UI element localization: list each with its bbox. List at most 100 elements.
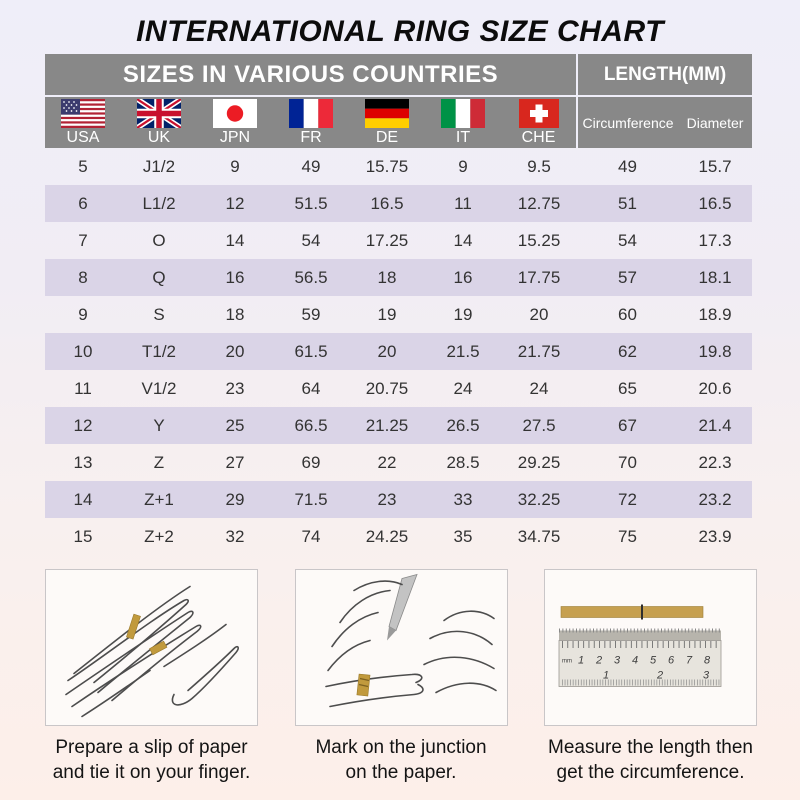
table-cell: 32: [225, 526, 245, 546]
ruler-inch-2: 2: [656, 670, 663, 682]
table-row: 6 L1/2 12 51.5 16.5 11 12.75 51 16.5: [45, 185, 753, 222]
column-header-it: IT: [425, 96, 501, 148]
table-cell: 8: [78, 267, 88, 287]
table-cell: S: [153, 304, 165, 324]
table-cell: Z+1: [144, 489, 174, 509]
table-row: 10 T1/2 20 61.5 20 21.5 21.75 62 19.8: [45, 333, 753, 370]
country-label-jpn: JPN: [219, 128, 251, 146]
table-cell: 13: [73, 452, 93, 472]
table-cell: 61.5: [294, 341, 328, 361]
table-cell: 66.5: [294, 415, 328, 435]
country-label-usa: USA: [66, 128, 100, 146]
size-chart-table: SIZES IN VARIOUS COUNTRIES LENGTH(MM): [45, 54, 753, 555]
table-cell: 18: [225, 304, 245, 324]
table-cell: Z+2: [144, 526, 174, 546]
table-cell: 62: [618, 341, 637, 361]
caption-3-line-2: get the circumference.: [556, 762, 745, 784]
instruction-caption-2: Mark on the junction on the paper.: [295, 735, 508, 785]
table-cell: 15.75: [365, 156, 409, 176]
table-cell: 17.25: [365, 230, 409, 250]
table-cell: 11: [74, 378, 92, 398]
table-cell: 54: [618, 230, 637, 250]
ruler-inch-1: 1: [603, 670, 609, 682]
caption-2-line-2: on the paper.: [345, 762, 457, 784]
paper-strip: [560, 606, 704, 618]
table-cell: 24: [453, 378, 473, 398]
table-cell: 29: [225, 489, 245, 509]
country-label-fr: FR: [300, 128, 322, 146]
table-cell: 18.1: [698, 267, 732, 287]
table-cell: 54: [301, 230, 321, 250]
table-cell: 18: [377, 267, 397, 287]
instruction-caption-3: Measure the length then get the circumfe…: [544, 735, 757, 785]
marking-pen-on-finger-illustration: [294, 569, 508, 726]
country-label-uk: UK: [147, 128, 171, 146]
ruler-cm-7: 7: [686, 655, 693, 667]
length-group-header: LENGTH(MM): [576, 54, 753, 97]
table-cell: 15: [73, 526, 93, 546]
table-group-header-row: SIZES IN VARIOUS COUNTRIES LENGTH(MM): [45, 54, 753, 97]
uk-flag-icon: [137, 98, 181, 128]
table-cell: 19: [377, 304, 397, 324]
column-header-che: CHE: [501, 96, 578, 148]
table-cell: 33: [453, 489, 473, 509]
table-cell: 15.7: [698, 156, 732, 176]
column-header-usa: USA: [45, 96, 121, 148]
instruction-caption-1: Prepare a slip of paper and tie it on yo…: [45, 735, 258, 785]
table-cell: 49: [618, 156, 637, 176]
table-cell: 12: [73, 415, 93, 435]
table-cell: V1/2: [141, 378, 177, 398]
table-row: 14 Z+1 29 71.5 23 33 32.25 72 23.2: [45, 481, 753, 518]
table-cell: 6: [78, 193, 88, 213]
table-column-header-row: USA UK: [45, 96, 753, 148]
table-cell: 17.3: [698, 230, 732, 250]
table-cell: 9.5: [527, 156, 551, 176]
table-cell: 16: [225, 267, 245, 287]
table-cell: 24: [529, 378, 549, 398]
table-cell: 10: [73, 341, 93, 361]
table-cell: 20.75: [365, 378, 409, 398]
japan-flag-icon: [213, 98, 257, 128]
table-row: 11 V1/2 23 64 20.75 24 24 65 20.6: [45, 370, 752, 407]
table-cell: 49: [301, 156, 321, 176]
table-cell: 15.25: [517, 230, 561, 250]
table-cell: 74: [301, 526, 321, 546]
column-header-de: DE: [349, 96, 425, 148]
table-cell: 9: [230, 156, 240, 176]
table-cell: 20: [529, 304, 549, 324]
table-cell: 14: [225, 230, 245, 250]
table-cell: 22: [377, 452, 397, 472]
table-row: 13 Z 27 69 22 28.5 29.25 70 22.3: [45, 444, 752, 481]
ruler-cm-5: 5: [650, 655, 657, 667]
ruler-unit-label: mm: [562, 659, 572, 665]
table-cell: 23: [225, 378, 245, 398]
table-cell: 27: [225, 452, 245, 472]
instruction-cards: Prepare a slip of paper and tie it on yo…: [45, 569, 757, 785]
table-cell: L1/2: [142, 193, 176, 213]
table-row: 5 J1/2 9 49 15.75 9 9.5 49 15.7: [45, 148, 752, 185]
column-header-uk: UK: [121, 96, 197, 148]
table-cell: Z: [153, 452, 165, 472]
table-cell: 28.5: [446, 452, 480, 472]
table-cell: 12.75: [517, 193, 561, 213]
table-cell: Q: [152, 267, 166, 287]
table-cell: 16.5: [370, 193, 404, 213]
page-title: INTERNATIONAL RING SIZE CHART: [136, 15, 664, 48]
table-cell: Y: [153, 415, 165, 435]
table-cell: 14: [73, 489, 93, 509]
table-row: 15 Z+2 32 74 24.25 35 34.75 75 23.9: [45, 518, 752, 555]
usa-flag-icon: [61, 98, 105, 128]
caption-2-line-1: Mark on the junction: [315, 737, 487, 758]
table-cell: 23: [377, 489, 397, 509]
table-cell: T1/2: [141, 341, 177, 361]
ruler-cm-1: 1: [578, 655, 584, 667]
country-label-che: CHE: [521, 128, 556, 146]
table-cell: 20: [225, 341, 245, 361]
table-cell: 5: [78, 156, 88, 176]
table-cell: 67: [618, 415, 637, 435]
table-cell: 19: [453, 304, 473, 324]
instruction-card-3: mm 1 2 3 4 5 6 7 8 1 2 3 Measure the len…: [544, 569, 757, 785]
country-label-it: IT: [455, 128, 471, 146]
ruler-inch-3: 3: [703, 670, 710, 682]
